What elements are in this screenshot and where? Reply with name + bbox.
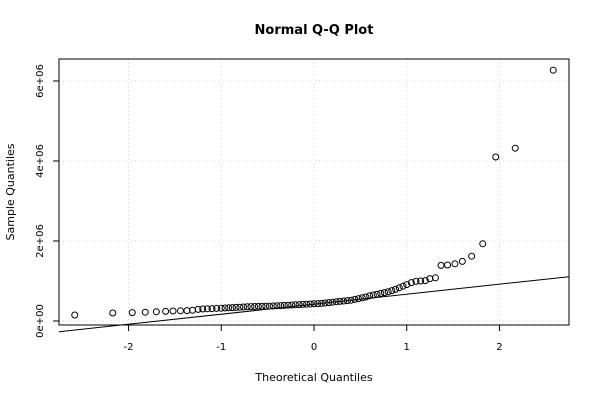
data-point: [351, 295, 359, 303]
data-point: [511, 144, 519, 152]
data-point: [236, 303, 244, 311]
y-axis-label: Sample Quantiles: [4, 143, 17, 240]
data-point: [247, 303, 255, 311]
data-point: [314, 300, 322, 308]
data-point: [251, 303, 259, 311]
data-point: [366, 292, 374, 300]
data-point: [109, 309, 117, 317]
x-axis-label: Theoretical Quantiles: [254, 371, 372, 384]
data-point: [213, 304, 221, 312]
data-point: [169, 307, 177, 315]
data-point: [392, 285, 400, 293]
data-point: [262, 302, 270, 310]
data-point: [421, 277, 429, 285]
x-tick-label: -1: [216, 342, 226, 353]
y-tick-label: 6e+06: [35, 64, 46, 98]
data-point: [362, 293, 370, 301]
data-point: [380, 289, 388, 297]
data-point: [128, 309, 136, 317]
data-point: [355, 295, 363, 303]
data-point: [407, 279, 415, 287]
data-point: [306, 300, 314, 308]
data-point: [295, 301, 303, 309]
data-point: [240, 303, 248, 311]
data-point: [403, 281, 411, 289]
data-point: [384, 288, 392, 296]
data-point: [325, 299, 333, 307]
data-point: [265, 302, 273, 310]
data-point: [310, 300, 318, 308]
data-point: [347, 296, 355, 304]
data-point: [221, 304, 229, 312]
y-tick-label: 0e+00: [35, 304, 46, 338]
data-point: [269, 302, 277, 310]
data-point: [208, 305, 216, 313]
data-point: [284, 301, 292, 309]
x-tick-label: -2: [124, 342, 134, 353]
data-point: [329, 298, 337, 306]
data-point: [232, 303, 240, 311]
data-point: [444, 261, 452, 269]
data-point: [228, 304, 236, 312]
data-point: [332, 298, 340, 306]
data-point: [321, 299, 329, 307]
data-points: [71, 66, 557, 319]
data-point: [299, 300, 307, 308]
data-point: [417, 277, 425, 285]
data-point: [388, 287, 396, 295]
data-point: [358, 294, 366, 302]
data-point: [258, 302, 266, 310]
reference-line: [58, 276, 570, 333]
x-tick-label: 1: [404, 342, 410, 353]
data-point: [203, 305, 211, 313]
data-point: [162, 307, 170, 315]
data-point: [468, 252, 476, 260]
y-axis: 0e+00 2e+06 4e+06 6e+06: [35, 64, 60, 338]
data-point: [458, 257, 466, 265]
y-tick-label: 2e+06: [35, 224, 46, 258]
data-point: [217, 304, 225, 312]
data-point: [71, 311, 79, 319]
data-point: [199, 305, 207, 313]
data-point: [303, 300, 311, 308]
data-point: [254, 302, 262, 310]
data-point: [194, 305, 202, 313]
data-point: [243, 303, 251, 311]
data-point: [373, 290, 381, 298]
data-point: [291, 301, 299, 309]
data-point: [451, 260, 459, 268]
x-tick-label: 0: [311, 342, 317, 353]
data-point: [336, 297, 344, 305]
data-point: [273, 302, 281, 310]
data-point: [437, 261, 445, 269]
data-point: [369, 291, 377, 299]
data-point: [152, 308, 160, 316]
chart-title: Normal Q-Q Plot: [255, 23, 374, 38]
y-tick-label: 4e+06: [35, 144, 46, 178]
data-point: [377, 289, 385, 297]
data-point: [343, 297, 351, 305]
data-point: [399, 282, 407, 290]
data-point: [395, 284, 403, 292]
data-point: [412, 277, 420, 285]
data-point: [492, 153, 500, 161]
data-point: [277, 302, 285, 310]
data-point: [317, 299, 325, 307]
data-point: [431, 274, 439, 282]
data-point: [479, 240, 487, 248]
x-tick-label: 2: [496, 342, 502, 353]
data-point: [549, 66, 557, 74]
data-point: [225, 304, 233, 312]
data-point: [280, 301, 288, 309]
data-point: [141, 308, 149, 316]
data-point: [340, 297, 348, 305]
x-axis: -2 -1 0 1 2: [124, 324, 503, 353]
data-point: [288, 301, 296, 309]
